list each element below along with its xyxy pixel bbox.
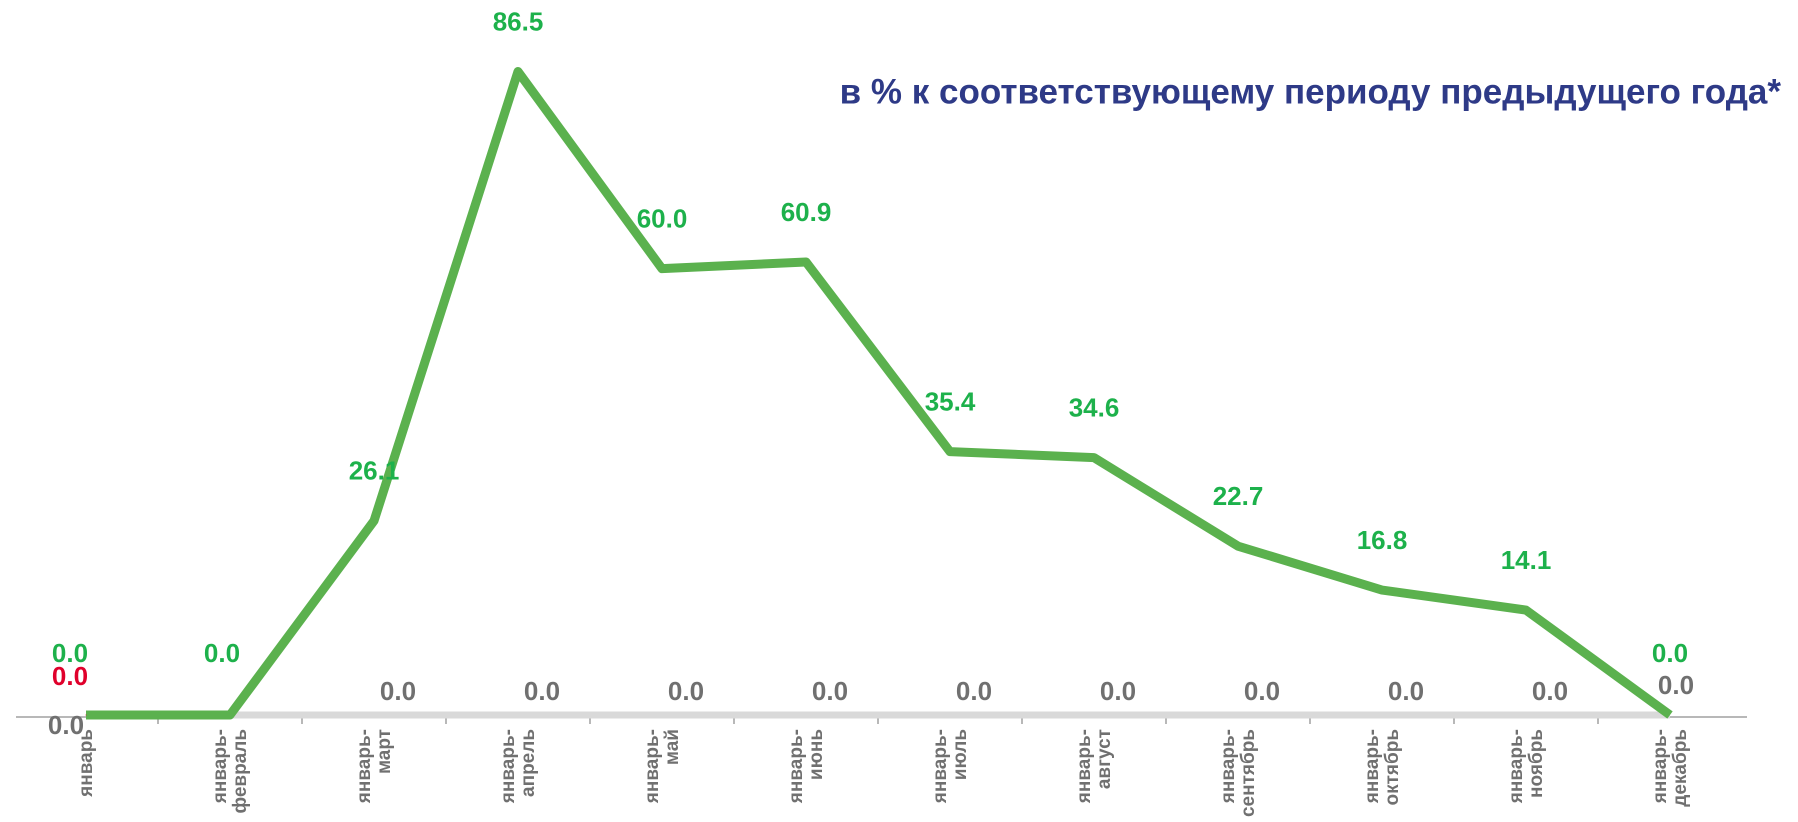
x-tick-label: январь-июль [930,729,971,804]
x-tick-label-line: январь- [786,729,807,804]
x-tick-label: январь-март [354,729,395,804]
x-tick-label: январь-сентябрь [1218,729,1259,817]
x-tick-label: январь-февраль [210,729,251,814]
value-label: 0.0 [956,676,992,706]
x-tick-label-line: январь- [210,729,231,804]
value-label: 22.7 [1213,481,1264,511]
value-label: 0.0 [1658,670,1694,700]
x-tick-label: январь-июнь [786,729,827,804]
x-tick-label-line: январь- [1650,729,1671,804]
x-tick-label: январь-август [1074,729,1115,804]
x-tick-label: январь [76,729,97,798]
value-label: 0.0 [1100,676,1136,706]
value-label: 0.0 [48,710,84,740]
x-tick-label-line: январь- [1218,729,1239,804]
x-tick-label-line: январь- [930,729,951,804]
x-tick-label-line: январь- [498,729,519,804]
x-tick-label: январь-ноябрь [1506,729,1547,804]
x-tick-label-line: июль [950,729,971,780]
x-tick-label-line: январь- [642,729,663,804]
value-label: 0.0 [1244,676,1280,706]
x-tick-label-line: январь- [1074,729,1095,804]
x-tick-label-line: сентябрь [1238,729,1259,817]
value-label: 86.5 [493,6,544,36]
value-label: 0.0 [812,676,848,706]
x-tick-label-line: февраль [230,729,251,814]
x-tick-label-line: январь- [1506,729,1527,804]
value-label: 60.0 [637,204,688,234]
x-tick-label: январь-май [642,729,683,804]
x-tick-label-line: май [662,729,683,765]
value-label: 0.0 [380,676,416,706]
x-tick-label-line: ноябрь [1526,729,1547,798]
x-tick-label-line: август [1094,729,1115,789]
x-tick-label: январь-апрель [498,729,539,804]
value-label: 0.0 [1388,676,1424,706]
x-tick-label-line: январь [76,729,97,798]
series-line [86,67,1673,720]
value-label: 26.1 [349,456,400,486]
value-label: 0.0 [204,638,240,668]
x-tick-label-line: октябрь [1382,729,1403,806]
value-label: 0.0 [1652,638,1688,668]
x-tick-label: январь-декабрь [1650,729,1691,807]
x-tick-label: январь-октябрь [1362,729,1403,806]
value-label: 0.0 [524,676,560,706]
x-tick-label-line: декабрь [1670,729,1691,807]
value-label: 16.8 [1357,525,1408,555]
value-label: 0.0 [52,638,88,668]
x-tick-label-line: июнь [806,729,827,780]
point [85,714,87,716]
value-label: 34.6 [1069,392,1120,422]
x-tick-label-line: март [374,729,395,774]
chart-title: в % к соответствующему периоду предыдуще… [840,72,1782,111]
value-label: 60.9 [781,197,832,227]
value-label: 0.0 [668,676,704,706]
value-label: 0.0 [1532,676,1568,706]
value-label: 14.1 [1501,545,1552,575]
value-label: 0.0 [52,661,88,691]
x-tick-label-line: январь- [354,729,375,804]
x-tick-label-line: апрель [518,729,539,797]
x-tick-label-line: январь- [1362,729,1383,804]
value-label: 35.4 [925,387,976,417]
